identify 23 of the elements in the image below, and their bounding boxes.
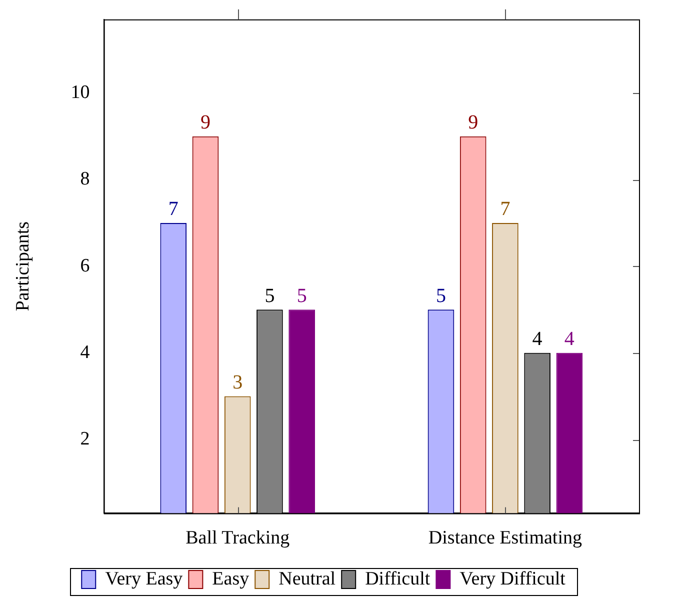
legend-label: Neutral (278, 568, 336, 590)
legend-label: Difficult (365, 568, 431, 590)
data-label: 5 (296, 284, 307, 307)
y-tick-label: 6 (80, 255, 90, 276)
data-label: 3 (232, 371, 243, 394)
data-label: 9 (468, 112, 478, 134)
data-label: 4 (532, 328, 542, 350)
legend-label: Very Easy (105, 568, 184, 590)
legend-label: Easy (212, 568, 250, 590)
data-label: 7 (500, 198, 510, 220)
y-tick-label: 2 (80, 428, 90, 450)
data-label: 4 (564, 328, 574, 350)
x-tick-label: Ball Tracking (186, 528, 290, 549)
data-label: 7 (168, 198, 178, 220)
y-tick-label: 10 (70, 82, 90, 104)
data-label: 5 (264, 284, 275, 307)
y-axis-title: Participants (12, 221, 34, 312)
data-label: 9 (200, 112, 210, 134)
y-tick-label: 4 (80, 342, 90, 363)
y-tick-label: 8 (80, 168, 90, 190)
data-label: 5 (436, 284, 446, 307)
legend-label: Very Difficult (460, 568, 566, 590)
x-tick-label: Distance Estimating (428, 528, 582, 549)
